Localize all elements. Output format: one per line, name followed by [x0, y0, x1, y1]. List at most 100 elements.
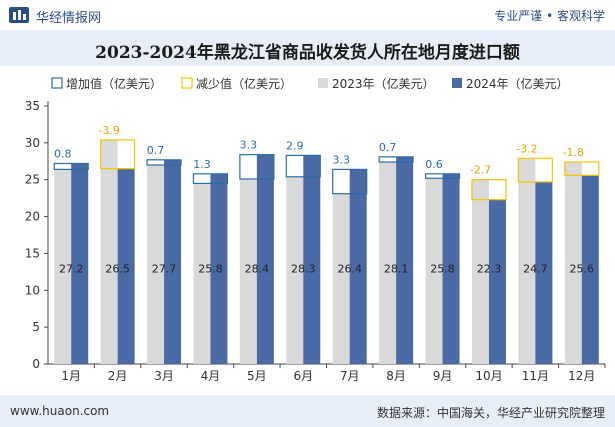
- bar-2024: [117, 168, 135, 364]
- x-tick-label: 3月: [154, 369, 174, 383]
- x-tick-label: 12月: [568, 369, 595, 383]
- bar-2023: [147, 164, 165, 364]
- value-label-2024: 28.1: [384, 263, 409, 276]
- value-label-2024: 28.4: [245, 263, 270, 276]
- change-label: 3.3: [240, 139, 258, 152]
- y-tick-label: 15: [25, 246, 40, 260]
- chart-axes: 0 5 10 15 20 25 30 35 1月 2月 3月 4月 5月 6月 7月 8月 9月 10月 11月 12…: [25, 99, 606, 383]
- bar-2024: [71, 163, 89, 364]
- chart-bars: [53, 139, 600, 364]
- bar-2024: [256, 154, 274, 364]
- change-box-increase: [332, 168, 368, 195]
- change-label: -1.8: [563, 146, 584, 159]
- value-label-2024: 24.7: [523, 263, 548, 276]
- footer-source: 数据来源：中国海关，华经产业研究院整理: [376, 406, 605, 420]
- y-tick-label: 0: [32, 357, 40, 371]
- change-label: 3.3: [332, 153, 350, 166]
- change-label: 0.6: [425, 158, 443, 171]
- bar-2023: [471, 179, 489, 364]
- x-tick-label: 7月: [340, 369, 360, 383]
- bar-2024: [164, 159, 182, 364]
- y-tick-label: 25: [25, 173, 40, 187]
- chart-labels: 0.8 27.2 -3.9 26.5 0.7 27.7 1.3 25.8 3.3 28.4 2.9 2…: [54, 124, 594, 276]
- legend-label: 2024年（亿美元）: [466, 76, 569, 91]
- legend-label: 2023年（亿美元）: [332, 76, 435, 91]
- bar-2024: [210, 173, 228, 364]
- footer-bar: [0, 395, 615, 427]
- bar-2024: [581, 175, 599, 364]
- bar-2024: [396, 156, 414, 364]
- bar-2023: [100, 139, 118, 364]
- chart-title: 2023-2024年黑龙江省商品收发货人所在地月度进口额: [95, 43, 520, 63]
- bar-2024: [349, 169, 367, 364]
- change-box-increase: [424, 173, 461, 179]
- bar-2023: [379, 162, 397, 364]
- change-box-increase: [285, 154, 321, 178]
- y-tick-label: 30: [25, 136, 40, 150]
- bar-2023: [564, 162, 582, 364]
- change-box-increase: [378, 156, 414, 163]
- bar-2023: [286, 176, 304, 364]
- legend-swatch-decrease: [181, 77, 193, 89]
- change-box-decrease: [564, 161, 600, 176]
- change-box-increase: [192, 173, 229, 185]
- x-tick-label: 10月: [475, 369, 502, 383]
- x-tick-label: 8月: [386, 369, 406, 383]
- bar-2023: [54, 169, 72, 364]
- value-label-2024: 25.8: [198, 263, 223, 276]
- change-box-decrease: [517, 157, 553, 183]
- chart-legend: 增加值（亿美元） 减少值（亿美元） 2023年（亿美元） 2024年（亿美元）: [51, 76, 569, 91]
- value-label-2024: 28.3: [291, 263, 316, 276]
- change-label: 1.3: [193, 158, 211, 171]
- value-label-2024: 25.6: [570, 263, 595, 276]
- change-label: 0.8: [54, 147, 72, 160]
- change-box-decrease: [471, 179, 507, 201]
- legend-label: 减少值（亿美元）: [196, 76, 292, 91]
- change-label: -2.7: [470, 164, 491, 177]
- chart: 增加值（亿美元） 减少值（亿美元） 2023年（亿美元） 2024年（亿美元） 0 5 1…: [25, 76, 606, 383]
- y-tick-label: 10: [25, 283, 40, 297]
- change-label: 2.9: [286, 139, 304, 152]
- brand-name: 华经情报网: [36, 11, 102, 26]
- bar-2023: [332, 193, 350, 364]
- value-label-2024: 27.2: [59, 263, 84, 276]
- legend-swatch-s24: [452, 78, 462, 88]
- y-tick-label: 5: [32, 320, 40, 334]
- bar-2024: [535, 181, 553, 364]
- x-tick-label: 11月: [522, 369, 549, 383]
- x-tick-label: 1月: [61, 369, 81, 383]
- legend-label: 增加值（亿美元）: [66, 76, 162, 91]
- bar-2023: [239, 178, 257, 364]
- x-tick-label: 2月: [108, 369, 128, 383]
- brand-tagline: 专业严谨 • 客观科学: [494, 9, 605, 23]
- change-label: -3.9: [98, 124, 119, 137]
- x-tick-label: 9月: [433, 369, 453, 383]
- value-label-2024: 27.7: [152, 263, 177, 276]
- change-label: -3.2: [516, 142, 537, 155]
- bar-2023: [193, 183, 211, 364]
- change-box-increase: [53, 162, 89, 170]
- title-bar: [0, 30, 615, 66]
- y-tick-label: 20: [25, 210, 40, 224]
- value-label-2024: 22.3: [477, 263, 502, 276]
- x-tick-label: 5月: [247, 369, 267, 383]
- value-label-2024: 26.4: [337, 263, 362, 276]
- brand-logo-icon: [9, 7, 29, 23]
- bar-2023: [518, 158, 536, 364]
- footer-url: www.huaon.com: [10, 404, 110, 418]
- bar-2024: [303, 155, 321, 364]
- change-box-increase: [239, 154, 275, 180]
- change-label: 0.7: [147, 144, 165, 157]
- change-box-increase: [146, 159, 182, 166]
- bar-2023: [425, 178, 443, 364]
- x-tick-label: 4月: [201, 369, 221, 383]
- value-label-2024: 26.5: [105, 263, 130, 276]
- legend-swatch-increase: [51, 77, 63, 89]
- change-label: 0.7: [379, 141, 397, 154]
- bar-2024: [488, 199, 506, 364]
- bar-2024: [442, 173, 460, 364]
- value-label-2024: 25.8: [430, 263, 455, 276]
- change-box-decrease: [100, 139, 136, 170]
- legend-swatch-s23: [318, 78, 328, 88]
- x-tick-label: 6月: [293, 369, 313, 383]
